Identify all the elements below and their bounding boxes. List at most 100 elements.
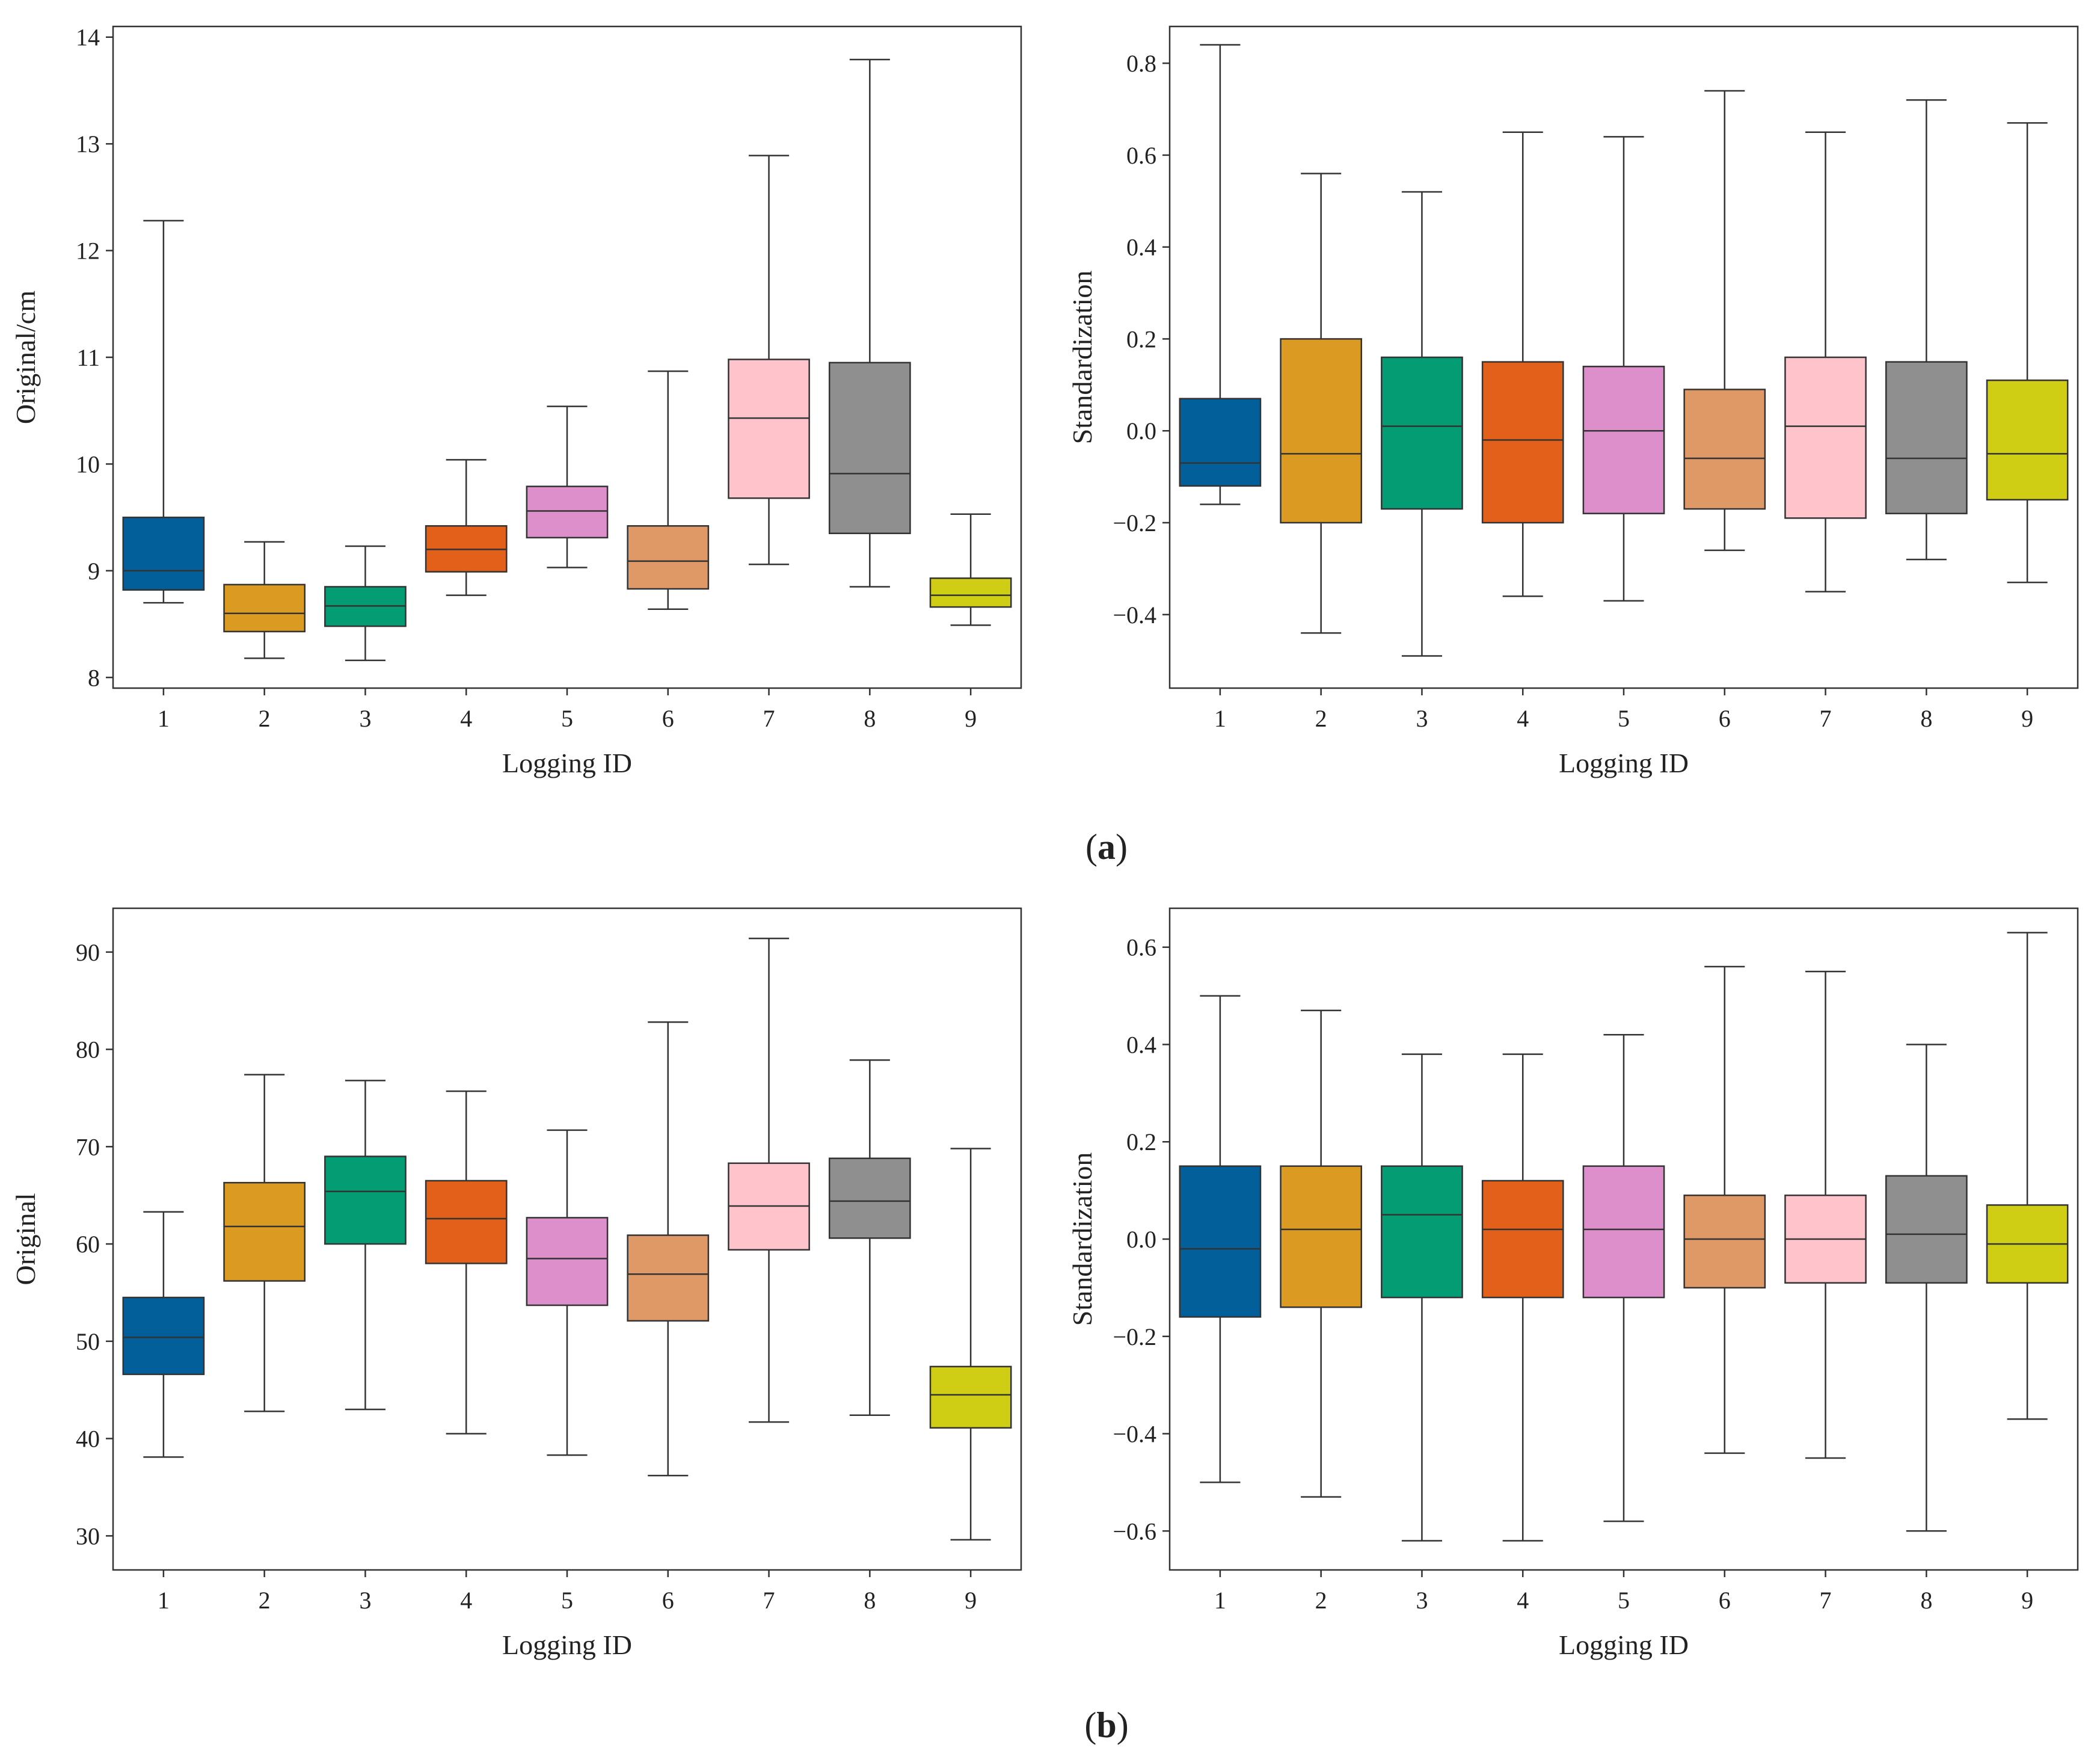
y-tick-label: 0.6 bbox=[1126, 934, 1156, 961]
box-iqr bbox=[1885, 361, 1968, 514]
box-logging-9 bbox=[929, 1148, 1012, 1541]
x-tick-label: 2 bbox=[1315, 1587, 1327, 1614]
box-iqr bbox=[828, 362, 911, 534]
y-tick-label: 80 bbox=[76, 1036, 100, 1063]
x-tick-label: 5 bbox=[561, 1587, 573, 1614]
y-tick-label: 13 bbox=[76, 131, 100, 158]
box-logging-1 bbox=[122, 1211, 205, 1458]
x-tick-label: 8 bbox=[1920, 705, 1932, 732]
x-tick-label: 4 bbox=[460, 1587, 472, 1614]
box-logging-7 bbox=[728, 155, 810, 565]
box-iqr bbox=[1381, 356, 1463, 510]
y-tick-label: 40 bbox=[76, 1426, 100, 1453]
x-tick-label: 9 bbox=[2021, 1587, 2033, 1614]
x-tick-label: 2 bbox=[259, 1587, 271, 1614]
x-tick-label: 3 bbox=[359, 705, 371, 732]
x-tick-label: 3 bbox=[1416, 705, 1428, 732]
y-tick-label: 11 bbox=[76, 344, 100, 371]
box-logging-9 bbox=[1986, 932, 2069, 1420]
box-iqr bbox=[1381, 1165, 1463, 1299]
box-logging-1 bbox=[1179, 995, 1262, 1483]
box-logging-3 bbox=[324, 1080, 407, 1411]
box-logging-8 bbox=[1885, 1044, 1968, 1532]
y-tick-label: −0.4 bbox=[1113, 1421, 1156, 1448]
box-iqr bbox=[1179, 1165, 1262, 1318]
x-tick-label: 1 bbox=[1214, 1587, 1226, 1614]
box-logging-9 bbox=[1986, 122, 2069, 583]
box-logging-3 bbox=[1381, 1053, 1463, 1542]
x-tick-label: 9 bbox=[965, 1587, 977, 1614]
box-logging-2 bbox=[1280, 173, 1363, 634]
box-iqr bbox=[122, 516, 205, 591]
y-tick-label: 0.6 bbox=[1126, 142, 1156, 169]
box-logging-7 bbox=[1784, 970, 1867, 1459]
panel-label-a: (a) bbox=[1085, 827, 1128, 867]
x-tick-label: 7 bbox=[1820, 705, 1832, 732]
y-tick-label: 70 bbox=[76, 1133, 100, 1160]
x-tick-label: 7 bbox=[763, 705, 775, 732]
y-tick-label: 90 bbox=[76, 939, 100, 966]
chart-panel-b-right: −0.6 −0.4 −0.2 0.0 0.2 0.4 0.6 1 2 3 4 5 6 7 8 9 Logging… bbox=[1067, 907, 2079, 1660]
x-axis-label: Logging ID bbox=[502, 1629, 632, 1660]
box-logging-5 bbox=[526, 405, 609, 568]
box-logging-6 bbox=[1683, 90, 1766, 552]
box-iqr bbox=[1582, 366, 1665, 514]
box-logging-2 bbox=[223, 541, 306, 659]
box-logging-2 bbox=[223, 1074, 306, 1412]
box-iqr bbox=[1683, 1194, 1766, 1289]
box-iqr bbox=[425, 1180, 508, 1264]
box-logging-4 bbox=[1481, 131, 1564, 597]
x-tick-label: 5 bbox=[561, 705, 573, 732]
box-logging-4 bbox=[425, 1090, 508, 1435]
y-tick-label: 60 bbox=[76, 1231, 100, 1258]
x-tick-label: 4 bbox=[1517, 705, 1529, 732]
x-tick-label: 6 bbox=[662, 705, 674, 732]
x-tick-label: 3 bbox=[1416, 1587, 1428, 1614]
x-tick-label: 6 bbox=[1719, 705, 1731, 732]
box-iqr bbox=[1280, 338, 1363, 524]
y-tick-label: 9 bbox=[88, 558, 100, 585]
box-iqr bbox=[627, 1234, 710, 1322]
box-logging-7 bbox=[1784, 131, 1867, 592]
x-tick-label: 5 bbox=[1618, 705, 1630, 732]
x-tick-label: 8 bbox=[1920, 1587, 1932, 1614]
x-tick-label: 2 bbox=[259, 705, 271, 732]
box-logging-1 bbox=[1179, 44, 1262, 505]
y-tick-label: 0.0 bbox=[1126, 417, 1156, 445]
x-tick-label: 8 bbox=[864, 1587, 876, 1614]
x-tick-label: 6 bbox=[1719, 1587, 1731, 1614]
y-tick-label: −0.4 bbox=[1113, 602, 1156, 629]
box-iqr bbox=[1784, 356, 1867, 519]
y-tick-label: 30 bbox=[76, 1522, 100, 1549]
box-iqr bbox=[223, 583, 306, 633]
box-iqr bbox=[627, 525, 710, 590]
y-tick-label: 50 bbox=[76, 1328, 100, 1355]
box-logging-6 bbox=[627, 370, 710, 610]
box-logging-5 bbox=[1582, 1034, 1665, 1522]
y-tick-label: 0.8 bbox=[1126, 50, 1156, 77]
box-iqr bbox=[1481, 361, 1564, 524]
box-iqr bbox=[1885, 1175, 1968, 1284]
box-logging-4 bbox=[425, 459, 508, 596]
box-iqr bbox=[1683, 389, 1766, 510]
box-iqr bbox=[1582, 1165, 1665, 1299]
box-iqr bbox=[1986, 379, 2069, 501]
box-iqr bbox=[223, 1181, 306, 1282]
y-axis-label: Original/cm bbox=[10, 291, 41, 424]
y-axis-label: Standardization bbox=[1067, 1152, 1098, 1326]
y-tick-label: 0.4 bbox=[1126, 234, 1156, 261]
y-tick-label: 0.4 bbox=[1126, 1031, 1156, 1058]
box-logging-5 bbox=[1582, 136, 1665, 602]
y-tick-label: −0.2 bbox=[1113, 1323, 1156, 1350]
x-tick-label: 1 bbox=[158, 1587, 170, 1614]
y-axis-label: Standardization bbox=[1067, 271, 1098, 445]
y-tick-label: 10 bbox=[76, 451, 100, 478]
x-tick-label: 9 bbox=[2021, 705, 2033, 732]
x-tick-label: 1 bbox=[158, 705, 170, 732]
box-iqr bbox=[526, 1217, 609, 1306]
box-iqr bbox=[1280, 1165, 1363, 1308]
y-tick-label: 0.0 bbox=[1126, 1226, 1156, 1253]
x-axis-label: Logging ID bbox=[502, 748, 632, 778]
